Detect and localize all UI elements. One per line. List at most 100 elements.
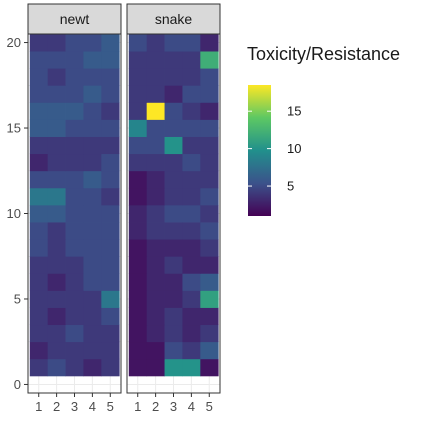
heat-cell (65, 153, 84, 172)
heat-cell (182, 68, 201, 86)
heat-cell (146, 153, 165, 172)
heat-cell (29, 170, 49, 189)
heat-cell (47, 153, 66, 172)
heat-cell (200, 34, 219, 52)
heat-cell (146, 85, 165, 103)
heat-cell (65, 256, 84, 274)
heat-cell (200, 358, 219, 377)
heat-cell (146, 170, 165, 189)
panel-newt-cells (29, 34, 120, 377)
heat-cell (200, 119, 219, 137)
heat-cell (128, 68, 148, 86)
x-tick-label: 3 (71, 399, 78, 414)
heat-cell (101, 256, 120, 274)
panel-newt-strip-label: newt (60, 11, 90, 27)
heat-cell (83, 153, 102, 172)
heat-cell (182, 187, 201, 206)
y-axis: 0 5 10 15 20 (7, 35, 28, 392)
heat-cell (146, 68, 165, 86)
heat-cell (200, 204, 219, 223)
heat-cell (164, 273, 183, 291)
heat-cell (164, 187, 183, 206)
heat-cell (83, 51, 102, 69)
heat-cell (47, 341, 66, 360)
heat-cell (29, 68, 49, 86)
heat-cell (200, 170, 219, 189)
heat-cell (182, 204, 201, 223)
heat-cell (29, 324, 49, 343)
heat-cell (29, 119, 49, 137)
heat-cell (83, 136, 102, 155)
heat-cell (146, 204, 165, 223)
heat-cell (164, 85, 183, 103)
heat-cell (101, 85, 120, 103)
heat-cell (47, 290, 66, 308)
heat-cell (200, 85, 219, 103)
heat-cell (146, 187, 165, 206)
heat-cell (101, 136, 120, 155)
heat-cell (83, 358, 102, 377)
heat-cell (164, 239, 183, 257)
heat-cell (200, 239, 219, 257)
heat-cell (200, 136, 219, 155)
heat-cell (101, 68, 120, 86)
heat-cell (200, 341, 219, 360)
heat-cell (29, 290, 49, 308)
heat-cell (83, 85, 102, 103)
heat-cell (47, 256, 66, 274)
heat-cell (47, 187, 66, 206)
heat-cell (65, 307, 84, 326)
heat-cell (128, 307, 148, 326)
heat-cell (128, 102, 148, 120)
heat-cell (128, 222, 148, 240)
heat-cell (101, 153, 120, 172)
heat-cell (164, 290, 183, 308)
heat-cell (47, 222, 66, 240)
heat-cell (47, 273, 66, 291)
heat-cell (182, 136, 201, 155)
heat-cell (83, 102, 102, 120)
heat-cell (182, 273, 201, 291)
heat-cell (101, 51, 120, 69)
heat-cell (128, 51, 148, 69)
heat-cell (182, 34, 201, 52)
heat-cell (164, 256, 183, 274)
heat-cell (29, 51, 49, 69)
heat-cell (65, 136, 84, 155)
panel-newt-strip (27, 3, 122, 35)
heat-cell (65, 170, 84, 189)
heat-cell (83, 204, 102, 223)
heat-cell (128, 341, 148, 360)
heat-cell (128, 119, 148, 137)
heat-cell (164, 341, 183, 360)
heat-cell (128, 273, 148, 291)
heat-cell (146, 341, 165, 360)
heat-cell (200, 324, 219, 343)
heat-cell (146, 273, 165, 291)
heat-cell (128, 239, 148, 257)
heat-cell (182, 341, 201, 360)
heat-cell (47, 51, 66, 69)
heat-cell (101, 119, 120, 137)
heat-cell (29, 341, 49, 360)
heat-cell (29, 256, 49, 274)
heat-cell (29, 222, 49, 240)
heat-cell (65, 85, 84, 103)
legend-title: Toxicity/Resistance (247, 44, 400, 64)
x-tick-label: 1 (35, 399, 42, 414)
x-tick-label: 1 (134, 399, 141, 414)
heat-cell (65, 187, 84, 206)
heat-cell (146, 239, 165, 257)
heat-cell (164, 51, 183, 69)
y-tick-label: 5 (14, 291, 21, 306)
heat-cell (47, 136, 66, 155)
x-tick-label: 4 (188, 399, 195, 414)
heat-cell (146, 324, 165, 343)
legend-tick-label: 5 (287, 179, 294, 194)
heat-cell (164, 153, 183, 172)
